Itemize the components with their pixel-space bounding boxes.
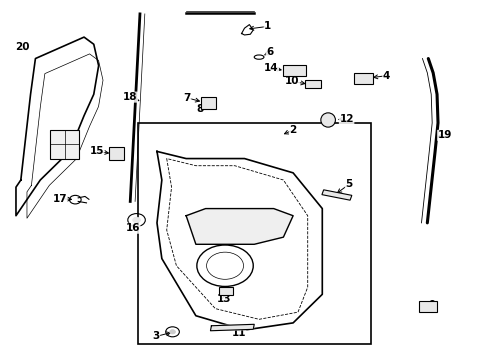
Circle shape (132, 217, 140, 223)
Text: 12: 12 (339, 113, 353, 123)
Text: 2: 2 (289, 125, 296, 135)
Polygon shape (321, 190, 351, 200)
Text: 9: 9 (427, 300, 434, 310)
Ellipse shape (254, 55, 264, 59)
Polygon shape (186, 208, 292, 244)
Text: 10: 10 (285, 76, 299, 86)
Text: 4: 4 (382, 71, 389, 81)
Text: 18: 18 (123, 92, 137, 102)
Text: 15: 15 (89, 147, 104, 157)
Bar (137, 123, 370, 344)
FancyBboxPatch shape (353, 73, 372, 84)
Polygon shape (210, 324, 254, 331)
Text: 8: 8 (196, 104, 203, 114)
FancyBboxPatch shape (283, 65, 305, 76)
Text: 16: 16 (125, 223, 140, 233)
Text: 7: 7 (183, 93, 190, 103)
Bar (50, 130, 79, 158)
Text: 11: 11 (231, 328, 245, 338)
Ellipse shape (320, 113, 335, 127)
Text: 5: 5 (345, 179, 352, 189)
FancyBboxPatch shape (305, 80, 320, 88)
FancyBboxPatch shape (218, 287, 233, 296)
Text: 13: 13 (216, 294, 231, 303)
Text: 14: 14 (264, 63, 278, 73)
FancyBboxPatch shape (201, 98, 216, 109)
Text: 20: 20 (16, 42, 30, 52)
FancyBboxPatch shape (418, 301, 436, 312)
Text: 17: 17 (52, 194, 67, 203)
Text: 19: 19 (437, 130, 451, 140)
Text: 1: 1 (264, 21, 271, 31)
Text: 3: 3 (152, 332, 159, 342)
Circle shape (169, 330, 175, 334)
FancyBboxPatch shape (109, 148, 124, 160)
Text: 6: 6 (265, 47, 273, 57)
